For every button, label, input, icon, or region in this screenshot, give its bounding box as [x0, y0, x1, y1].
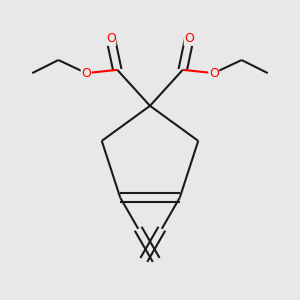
Text: O: O	[106, 32, 116, 45]
Text: O: O	[184, 32, 194, 45]
Text: O: O	[209, 67, 219, 80]
Text: O: O	[81, 67, 91, 80]
